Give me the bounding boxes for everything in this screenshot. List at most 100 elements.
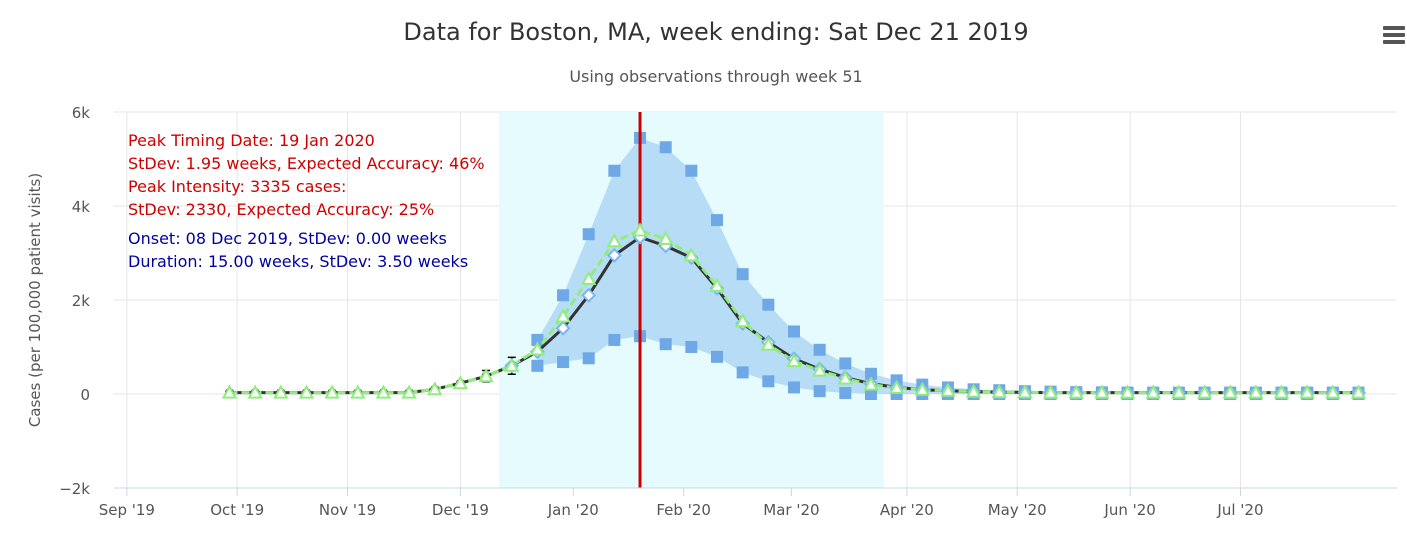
x-tick-label: Jun '20 bbox=[1103, 501, 1155, 519]
peak-annotation-line: Peak Intensity: 3335 cases: bbox=[128, 177, 346, 196]
forecast-point bbox=[504, 357, 520, 372]
lower-bound-marker bbox=[531, 359, 544, 372]
forecast-point bbox=[1248, 384, 1264, 399]
forecast-point bbox=[478, 368, 494, 383]
forecast-point bbox=[1145, 384, 1161, 399]
lower-bound-marker bbox=[659, 338, 672, 351]
x-tick-label: Jul '20 bbox=[1216, 501, 1263, 519]
forecast-point bbox=[1222, 384, 1238, 399]
upper-bound-marker bbox=[787, 325, 800, 338]
y-tick-label: 0 bbox=[80, 386, 90, 404]
median-point bbox=[581, 287, 597, 303]
lower-bound-marker bbox=[685, 341, 698, 353]
forecast-point bbox=[837, 370, 853, 385]
forecast-point bbox=[1068, 384, 1084, 399]
x-tick-label: Nov '19 bbox=[319, 501, 376, 519]
upper-bound-marker bbox=[813, 343, 826, 356]
forecast-point bbox=[1119, 384, 1136, 399]
forecast-point bbox=[273, 384, 289, 399]
y-tick-label: 6k bbox=[72, 104, 91, 122]
y-axis-label: Cases (per 100,000 patient visits) bbox=[26, 173, 44, 427]
x-tick-label: Dec '19 bbox=[432, 501, 489, 519]
forecast-point bbox=[863, 376, 879, 391]
forecast-point bbox=[1094, 384, 1110, 399]
forecast-point bbox=[1196, 384, 1213, 399]
x-tick-label: Jan '20 bbox=[547, 501, 599, 519]
upper-bound-marker bbox=[839, 357, 852, 370]
forecast-point bbox=[760, 336, 777, 351]
chart-subtitle: Using observations through week 51 bbox=[569, 67, 862, 86]
forecast-point bbox=[1273, 384, 1290, 399]
forecast-point bbox=[940, 382, 956, 397]
lower-bound-marker bbox=[787, 381, 800, 394]
axes: −2k 0 2k 4k 6k Sep '19 Oct '19 Nov '19 Dec '19 Ja… bbox=[59, 104, 1397, 519]
forecast-point bbox=[811, 362, 828, 377]
median-point bbox=[555, 320, 571, 336]
median-point bbox=[606, 247, 622, 263]
lower-bound-marker bbox=[736, 366, 749, 379]
forecast-point bbox=[555, 308, 571, 323]
upper-bound-marker bbox=[736, 268, 749, 281]
peak-annotation-line: StDev: 1.95 weeks, Expected Accuracy: 46… bbox=[128, 154, 485, 173]
forecast-point bbox=[606, 233, 623, 248]
y-tick-label: 2k bbox=[72, 292, 91, 310]
lower-bound-marker bbox=[839, 387, 852, 400]
forecast-point bbox=[888, 379, 905, 394]
hamburger-menu-icon[interactable] bbox=[1383, 26, 1405, 46]
forecast-point bbox=[529, 341, 546, 356]
forecast-point bbox=[734, 313, 751, 328]
forecast-point bbox=[247, 384, 263, 399]
forecast-point bbox=[1325, 384, 1341, 399]
forecast-point bbox=[1042, 384, 1059, 399]
upper-bound-marker bbox=[864, 367, 877, 380]
upper-bound-marker bbox=[557, 289, 570, 302]
annotations: Peak Timing Date: 19 Jan 2020 StDev: 1.95… bbox=[128, 131, 485, 271]
forecast-point bbox=[786, 353, 802, 368]
x-tick-label: Apr '20 bbox=[880, 501, 934, 519]
forecast-point bbox=[683, 247, 700, 262]
x-tick-label: Mar '20 bbox=[763, 501, 819, 519]
peak-annotation-line: StDev: 2330, Expected Accuracy: 25% bbox=[128, 200, 434, 219]
upper-bound-marker bbox=[582, 228, 595, 241]
forecast-point bbox=[324, 384, 340, 399]
forecast-point bbox=[632, 222, 648, 237]
upper-bound-marker bbox=[685, 164, 698, 177]
y-tick-label: 4k bbox=[72, 198, 91, 216]
forecast-mean-line bbox=[229, 228, 1359, 395]
forecast-point bbox=[581, 270, 597, 285]
forecast-point bbox=[1299, 384, 1315, 399]
upper-bound-marker bbox=[762, 298, 775, 311]
forecast-point bbox=[965, 383, 982, 398]
lower-bound-marker bbox=[557, 356, 570, 369]
forecast-point bbox=[298, 384, 315, 399]
forecast-point bbox=[658, 230, 674, 245]
forecast-point bbox=[1171, 384, 1187, 399]
x-tick-label: May '20 bbox=[988, 501, 1047, 519]
x-tick-label: Sep '19 bbox=[99, 501, 155, 519]
forecast-point bbox=[991, 384, 1007, 399]
upper-bound-marker bbox=[531, 333, 544, 346]
forecast-point bbox=[221, 384, 238, 399]
forecast-point bbox=[709, 277, 725, 292]
onset-annotation-line: Onset: 08 Dec 2019, StDev: 0.00 weeks bbox=[128, 229, 447, 248]
peak-annotation-line: Peak Timing Date: 19 Jan 2020 bbox=[128, 131, 375, 150]
forecast-point bbox=[375, 384, 392, 399]
upper-bound-marker bbox=[711, 214, 724, 227]
upper-bound-marker bbox=[608, 164, 621, 177]
forecast-point bbox=[427, 381, 443, 396]
y-tick-label: −2k bbox=[59, 480, 90, 498]
lower-bound-marker bbox=[711, 350, 724, 363]
chart-title: Data for Boston, MA, week ending: Sat De… bbox=[403, 18, 1028, 46]
forecast-point bbox=[1350, 384, 1367, 399]
x-tick-label: Feb '20 bbox=[656, 501, 711, 519]
lower-bound-marker bbox=[762, 375, 775, 388]
upper-bound-marker bbox=[659, 141, 672, 154]
forecast-point bbox=[401, 384, 417, 399]
lower-bound-marker bbox=[864, 388, 877, 400]
forecast-point bbox=[1017, 384, 1033, 399]
x-tick-label: Oct '19 bbox=[210, 501, 264, 519]
lower-bound-marker bbox=[813, 385, 826, 398]
lower-bound-marker bbox=[608, 333, 621, 346]
forecast-point bbox=[350, 384, 366, 399]
